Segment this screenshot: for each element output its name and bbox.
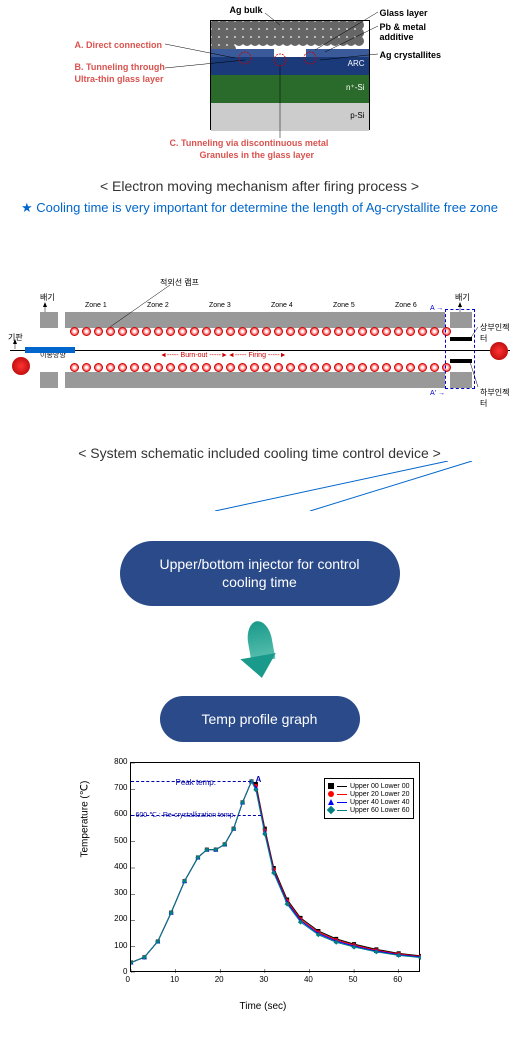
anno-peak-marker: A <box>256 775 262 784</box>
zone-label: Zone 6 <box>395 302 417 309</box>
legend-item: Upper 20 Lower 20 <box>328 791 410 798</box>
chart-legend: Upper 00 Lower 00Upper 20 Lower 20Upper … <box>324 778 414 819</box>
recryst-dash-line <box>131 815 261 816</box>
y-tick: 400 <box>108 862 128 871</box>
peak-dash-line <box>131 781 251 782</box>
psi-layer: p-Si <box>211 103 369 131</box>
ag-bulk-layer <box>211 21 369 49</box>
legend-item: Upper 40 Lower 40 <box>328 799 410 806</box>
x-tick: 60 <box>393 975 402 984</box>
label-a-prime-mark: A' → <box>430 390 445 397</box>
zone-label: Zone 1 <box>85 302 107 309</box>
x-tick: 20 <box>215 975 224 984</box>
label-ag-crystallites: Ag crystallites <box>380 50 442 60</box>
temp-profile-bubble: Temp profile graph <box>160 696 360 742</box>
glass-additive-layer <box>211 49 369 57</box>
label-ir-lamp: 적외선 램프 <box>160 277 199 288</box>
cross-section-graphic: ARC n⁺-Si p-Si <box>210 20 370 130</box>
y-tick: 200 <box>108 914 128 923</box>
x-tick: 30 <box>259 975 268 984</box>
y-tick: 300 <box>108 888 128 897</box>
x-tick: 0 <box>126 975 130 984</box>
diagram1-note: ★ Cooling time is very important for det… <box>10 199 509 217</box>
arrow-down-icon <box>240 621 280 681</box>
label-baegi-left: 배기 <box>40 292 55 303</box>
temp-profile-chart: Temperature (℃) Time (sec) 0100200300400… <box>10 752 509 1012</box>
bar-segment <box>40 312 58 328</box>
legend-item: Upper 00 Lower 00 <box>328 783 410 790</box>
label-ag-bulk: Ag bulk <box>230 5 263 15</box>
y-tick: 600 <box>108 809 128 818</box>
y-tick: 800 <box>108 757 128 766</box>
upper-injector-icon <box>450 337 472 341</box>
diagram1-caption: < Electron moving mechanism after firing… <box>10 178 509 194</box>
label-lower-injector: 하부인젝터 <box>480 387 510 409</box>
x-tick: 50 <box>349 975 358 984</box>
label-granules: Granules in the glass layer <box>200 150 315 160</box>
label-pb-additive: Pb & metal additive <box>380 22 450 42</box>
label-burnout: ◄----- Burn-out -----►◄----- Firing ----… <box>160 352 287 359</box>
bubble-connector-lines <box>10 461 510 511</box>
label-baegi-right: 배기 <box>455 292 470 303</box>
lower-lamp-row <box>70 363 451 372</box>
legend-item: Upper 60 Lower 60 <box>328 807 410 814</box>
zone-label: Zone 3 <box>209 302 231 309</box>
conveyor-line <box>10 350 510 351</box>
y-tick: 100 <box>108 941 128 950</box>
injector-highlight-box <box>445 309 475 389</box>
x-tick: 10 <box>170 975 179 984</box>
upper-furnace-bar <box>65 312 445 328</box>
y-tick: 700 <box>108 783 128 792</box>
zone-label: Zone 2 <box>147 302 169 309</box>
label-upper-injector: 상부인젝터 <box>480 322 510 344</box>
zone-label: Zone 5 <box>333 302 355 309</box>
label-c-tunnel: C. Tunneling via discontinuous metal <box>170 138 329 148</box>
nsi-layer: n⁺-Si <box>211 75 369 103</box>
upper-lamp-row <box>70 327 451 336</box>
electron-mechanism-diagram: Ag bulk Glass layer Pb & metal additive … <box>10 10 509 217</box>
lower-furnace-bar <box>65 372 445 388</box>
label-a-direct: A. Direct connection <box>75 40 163 50</box>
label-gijun: 기판 <box>8 332 23 343</box>
label-b-tunnel: B. Tunneling through <box>75 62 165 72</box>
y-tick: 0 <box>108 967 128 976</box>
label-a-mark: A → <box>430 305 443 312</box>
lower-injector-icon <box>450 359 472 363</box>
substrate-icon <box>25 347 75 353</box>
zone-label: Zone 4 <box>271 302 293 309</box>
y-axis-label: Temperature (℃) <box>79 780 90 857</box>
label-ultrathin: Ultra-thin glass layer <box>75 74 164 84</box>
x-axis-label: Time (sec) <box>240 1001 287 1012</box>
injector-bubble: Upper/bottom injector for control coolin… <box>120 541 400 605</box>
label-glass-layer: Glass layer <box>380 8 428 18</box>
bar-segment <box>40 372 58 388</box>
chart-plot-area: Peak temp. A 600 ℃ : Re-crystallization … <box>130 762 420 972</box>
diagram2-caption: < System schematic included cooling time… <box>10 445 509 461</box>
roller-left-icon <box>12 357 30 375</box>
roller-right-icon <box>490 342 508 360</box>
system-schematic-diagram: 적외선 램프 기판 배기 이송방향 배기 상부인젝터 하부인젝터 Zone 1Z… <box>10 277 509 511</box>
x-tick: 40 <box>304 975 313 984</box>
y-tick: 500 <box>108 836 128 845</box>
anno-peak-temp: Peak temp. <box>176 778 216 787</box>
arc-layer: ARC <box>211 57 369 75</box>
